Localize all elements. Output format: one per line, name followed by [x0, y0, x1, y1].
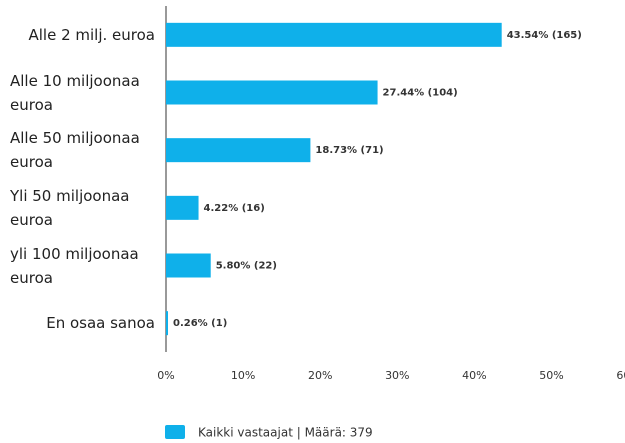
value-label: 5.80% (22)	[216, 261, 277, 272]
category-label: Alle 10 miljoonaa euroa	[10, 65, 155, 121]
x-tick-label: 50%	[539, 369, 563, 382]
value-label: 27.44% (104)	[383, 88, 458, 99]
bar	[166, 22, 502, 47]
bar	[166, 138, 311, 163]
category-text: yli 100 miljoonaa euroa	[10, 244, 139, 287]
x-tick-label: 60%	[616, 369, 625, 382]
category-label: Alle 50 miljoonaa euroa	[10, 122, 155, 178]
category-label: yli 100 miljoonaa euroa	[10, 238, 155, 294]
bar	[166, 195, 199, 220]
value-label: 18.73% (71)	[315, 145, 383, 156]
category-text: Alle 10 miljoonaa euroa	[10, 71, 140, 114]
bar	[166, 311, 169, 336]
category-label: Yli 50 miljoonaa euroa	[10, 180, 155, 236]
value-label: 0.26% (1)	[173, 318, 227, 329]
category-text: En osaa sanoa	[46, 314, 155, 333]
legend-swatch	[165, 425, 185, 439]
category-text: Yli 50 miljoonaa euroa	[10, 186, 130, 229]
x-tick-label: 30%	[385, 369, 409, 382]
value-label: 43.54% (165)	[507, 30, 582, 41]
x-tick-label: 40%	[462, 369, 486, 382]
value-label: 4.22% (16)	[204, 203, 265, 214]
category-text: Alle 50 miljoonaa euroa	[10, 129, 140, 172]
x-tick-label: 10%	[231, 369, 255, 382]
legend-label: Kaikki vastaajat | Määrä: 379	[198, 426, 373, 440]
category-text: Alle 2 milj. euroa	[28, 25, 156, 44]
bar	[166, 80, 378, 105]
x-tick-label: 20%	[308, 369, 332, 382]
category-label: Alle 2 milj. euroa	[10, 7, 156, 63]
bar	[166, 253, 211, 278]
category-label: En osaa sanoa	[10, 295, 155, 351]
x-tick-label: 0%	[157, 369, 174, 382]
